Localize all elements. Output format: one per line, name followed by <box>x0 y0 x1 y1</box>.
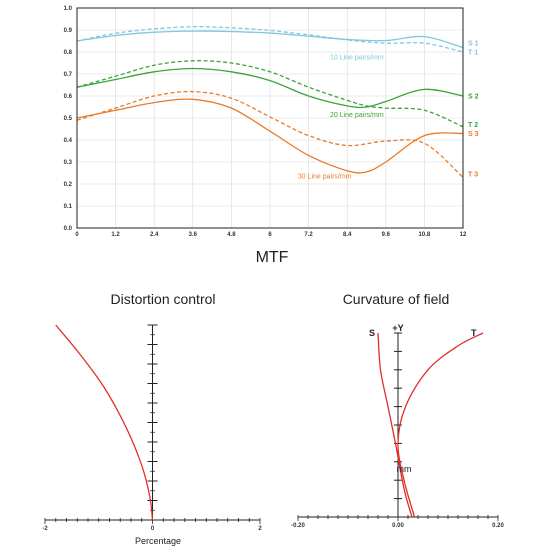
distortion-axes <box>44 324 261 524</box>
mtf-x-tick-label: 12 <box>460 232 467 238</box>
mtf-y-tick-label: 0.4 <box>64 138 73 144</box>
mtf-annotations: 10 Line pairs/mm 20 Line pairs/mm 30 Line … <box>298 55 384 181</box>
mtf-x-tick-label: 1.2 <box>111 232 120 238</box>
mtf-y-tick-label: 0.1 <box>64 204 73 210</box>
mtf-x-tick-label: 2.4 <box>150 232 159 238</box>
curvature-x-axis-label: mm <box>397 464 412 474</box>
curvature-axes <box>297 332 499 521</box>
curvature-curve-t <box>397 332 484 518</box>
mtf-chart: 0 1.2 2.4 3.6 4.8 6 7.2 8.4 9.6 10.8 12 0.00.10.20… <box>64 6 479 266</box>
distortion-x-tick-labels: -2 0 2 <box>42 526 262 532</box>
distortion-x-tick-label: 2 <box>258 526 262 532</box>
mtf-series-s3 <box>76 98 464 174</box>
mtf-annotation: 20 Line pairs/mm <box>330 112 384 119</box>
mtf-y-tick-label: 0.6 <box>64 94 73 100</box>
curvature-x-tick-label: 0.20 <box>492 523 504 529</box>
mtf-series-t1 <box>76 26 464 53</box>
curvature-title: Curvature of field <box>343 291 450 307</box>
mtf-x-tick-label: 4.8 <box>227 232 236 238</box>
mtf-x-tick-label: 0 <box>75 232 79 238</box>
mtf-series-t3 <box>76 90 464 178</box>
mtf-x-tick-labels: 0 1.2 2.4 3.6 4.8 6 7.2 8.4 9.6 10.8 12 <box>75 232 467 238</box>
mtf-grid <box>76 7 464 229</box>
curvature-x-tick-labels: -0.20 0.00 0.20 <box>291 523 504 529</box>
mtf-end-label: T 2 <box>468 122 478 129</box>
mtf-end-label: S 1 <box>468 41 479 48</box>
mtf-x-tick-label: 8.4 <box>343 232 352 238</box>
curvature-series-label: S <box>369 328 375 338</box>
distortion-chart: Distortion control -2 0 2 Percentage <box>42 291 262 546</box>
mtf-y-tick-label: 0.5 <box>64 116 73 122</box>
curvature-series-label: T <box>471 328 477 338</box>
mtf-series-s1 <box>76 30 464 49</box>
mtf-x-tick-label: 3.6 <box>189 232 198 238</box>
mtf-series-end-labels: S 1 T 1 S 2 T 2 S 3 T 3 <box>468 41 479 179</box>
mtf-x-tick-label: 10.8 <box>419 232 431 238</box>
distortion-title: Distortion control <box>110 291 215 307</box>
mtf-series-t2 <box>76 60 464 128</box>
mtf-annotation: 30 Line pairs/mm <box>298 174 352 181</box>
mtf-y-tick-label: 0.9 <box>64 28 73 34</box>
distortion-x-axis-label: Percentage <box>135 536 181 546</box>
mtf-end-label: T 1 <box>468 50 478 57</box>
mtf-series-group <box>76 26 464 178</box>
mtf-title: MTF <box>256 249 289 266</box>
mtf-y-tick-label: 1.0 <box>64 6 73 12</box>
distortion-x-tick-label: 0 <box>151 526 155 532</box>
mtf-annotation: 10 Line pairs/mm <box>330 55 384 62</box>
mtf-y-tick-label: 0.0 <box>64 226 73 232</box>
mtf-y-tick-label: 0.7 <box>64 72 73 78</box>
curvature-curve-s <box>377 332 413 518</box>
mtf-y-tick-label: 0.3 <box>64 160 73 166</box>
curvature-y-axis-label: +Y <box>392 323 403 333</box>
curvature-series-group <box>377 332 484 518</box>
curvature-x-tick-label: 0.00 <box>392 523 404 529</box>
mtf-x-tick-label: 6 <box>268 232 272 238</box>
distortion-x-tick-label: -2 <box>42 526 48 532</box>
mtf-y-tick-labels: 0.0 0.1 0.2 0.3 0.4 0.5 0.6 0.7 0.8 0.9 1.0 <box>64 6 73 232</box>
mtf-end-label: S 3 <box>468 131 479 138</box>
mtf-y-tick-label: 0.2 <box>64 182 73 188</box>
mtf-x-tick-label: 7.2 <box>304 232 313 238</box>
mtf-end-label: S 2 <box>468 94 479 101</box>
distortion-curve <box>55 324 154 521</box>
mtf-y-tick-label: 0.8 <box>64 50 73 56</box>
mtf-x-tick-label: 9.6 <box>382 232 391 238</box>
mtf-series-s2 <box>76 67 464 109</box>
mtf-plot-frame <box>76 7 464 229</box>
curvature-x-tick-label: -0.20 <box>291 523 305 529</box>
distortion-series-group <box>55 324 154 521</box>
mtf-end-label: T 3 <box>468 172 478 179</box>
